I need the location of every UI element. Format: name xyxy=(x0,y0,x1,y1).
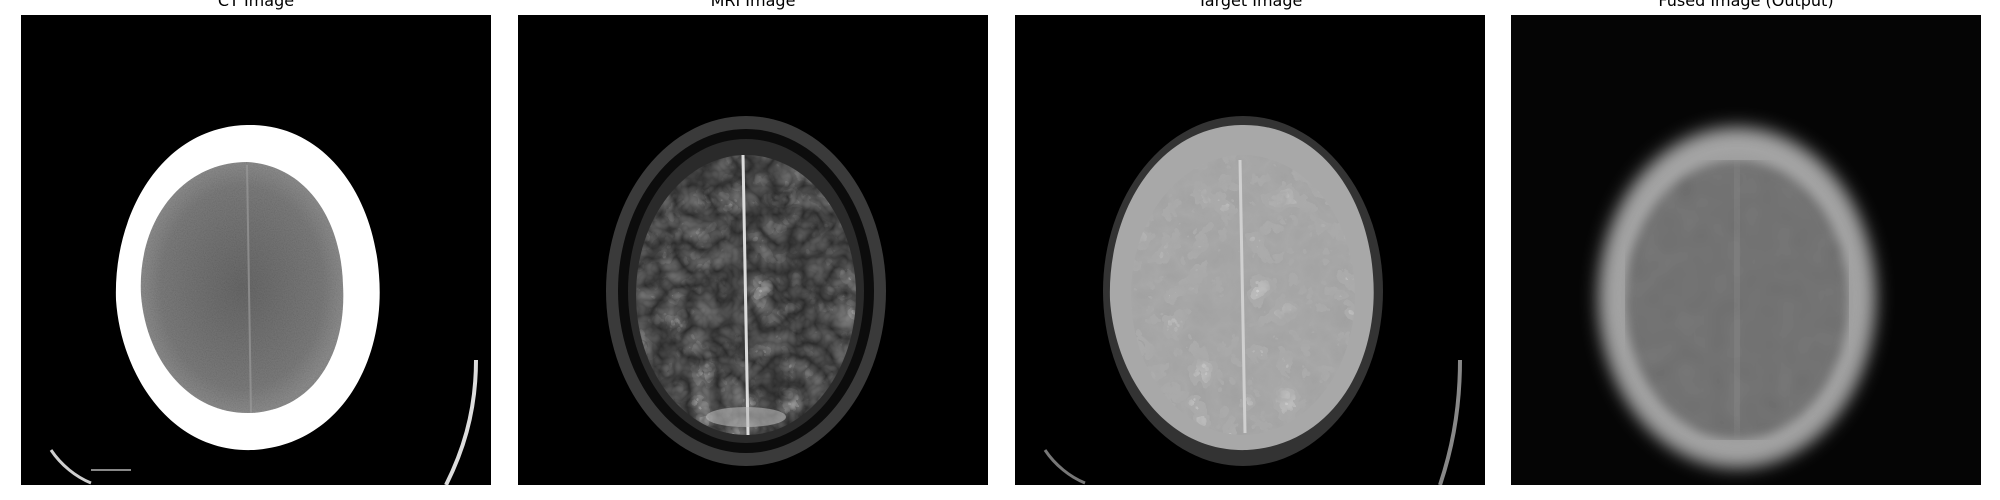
mri-panel-title: MRI Image xyxy=(710,0,796,10)
mri-image xyxy=(518,15,988,485)
ct-brain xyxy=(140,162,344,414)
target-panel-title: Target Image xyxy=(1197,0,1303,10)
mri-panel: MRI Image xyxy=(518,0,988,500)
fused-output-image xyxy=(1511,15,1981,485)
ct-panel-title: CT Image xyxy=(217,0,295,10)
ct-panel: CT Image xyxy=(21,0,491,500)
fused-brain-slice-graphic xyxy=(1511,15,1981,485)
target-brain-slice-graphic xyxy=(1015,15,1485,485)
target-image xyxy=(1015,15,1485,485)
ct-head-slice-graphic xyxy=(21,15,491,485)
ct-image xyxy=(21,15,491,485)
mri-brain-slice-graphic xyxy=(518,15,988,485)
fused-panel-title: Fused Image (Output) xyxy=(1658,0,1834,10)
fused-panel: Fused Image (Output) xyxy=(1511,0,1981,500)
target-panel: Target Image xyxy=(1015,0,1485,500)
